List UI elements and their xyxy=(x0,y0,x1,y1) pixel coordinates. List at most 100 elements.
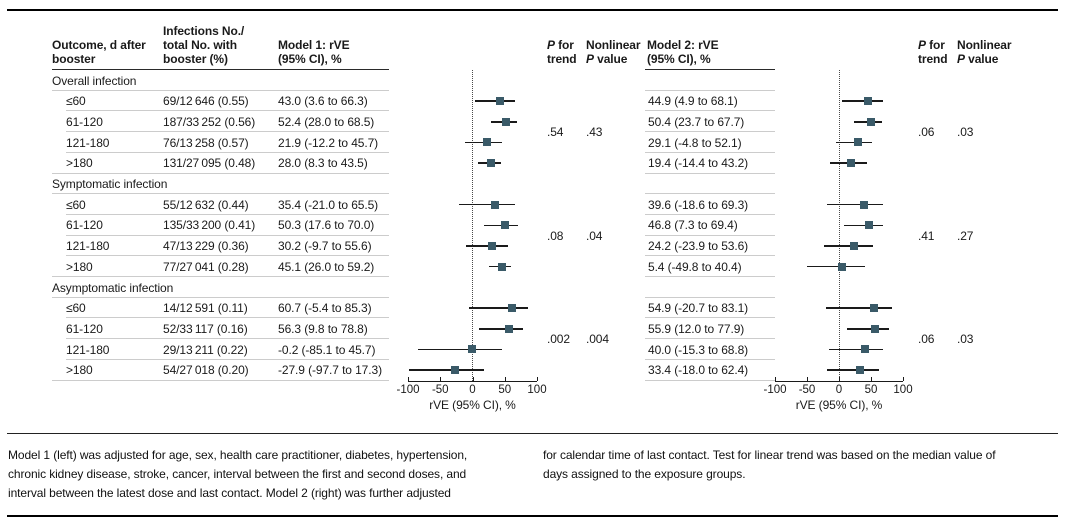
col-header-p-trend-2: P for trend xyxy=(918,38,948,66)
row-infections-value: 47/13 229 (0.36) xyxy=(163,239,249,254)
row-model1-rve-value: 60.7 (-5.4 to 85.3) xyxy=(278,301,372,316)
point-estimate-marker xyxy=(870,324,879,333)
row-separator xyxy=(66,358,389,360)
row-model1-rve-value: 35.4 (-21.0 to 65.5) xyxy=(278,197,379,212)
table2-header-underline xyxy=(645,69,775,70)
row-model2-rve-value: 50.4 (23.7 to 67.7) xyxy=(648,114,745,129)
point-estimate-marker xyxy=(863,97,872,106)
row-separator-model2 xyxy=(645,151,775,153)
row-infections-value: 69/12 646 (0.55) xyxy=(163,94,249,109)
row-infections-value: 29/13 211 (0.22) xyxy=(163,342,248,357)
row-separator-model2 xyxy=(645,255,775,257)
confidence-interval-line xyxy=(478,328,524,330)
nonlinear-p-model2: .27 xyxy=(957,228,974,243)
row-separator xyxy=(52,193,389,195)
row-model1-rve-value: 45.1 (26.0 to 59.2) xyxy=(278,259,375,274)
row-separator xyxy=(52,276,389,277)
x-axis-tick-label: 100 xyxy=(527,383,547,396)
point-estimate-marker xyxy=(850,241,859,250)
row-model2-rve-value: 29.1 (-4.8 to 52.1) xyxy=(648,135,742,150)
row-model1-rve-value: 56.3 (9.8 to 78.8) xyxy=(278,321,368,336)
confidence-interval-line xyxy=(843,224,884,226)
point-estimate-marker xyxy=(870,304,879,313)
row-model1-rve-value: -0.2 (-85.1 to 45.7) xyxy=(278,342,376,357)
x-axis-tick xyxy=(871,376,872,381)
row-model1-rve-value: 30.2 (-9.7 to 55.6) xyxy=(278,239,372,254)
footnote-left: Model 1 (left) was adjusted for age, sex… xyxy=(8,448,468,500)
row-model1-rve-value: 28.0 (8.3 to 43.5) xyxy=(278,156,368,171)
x-axis-title: rVE (95% CI), % xyxy=(795,398,883,412)
row-model2-rve-value: 19.4 (-14.4 to 43.2) xyxy=(648,156,749,171)
nonlinear-p-model1: .04 xyxy=(586,228,603,243)
row-model2-rve-value: 5.4 (-49.8 to 40.4) xyxy=(648,259,742,274)
row-outcome-label: ≤60 xyxy=(66,197,86,212)
row-separator-model2 xyxy=(645,379,775,381)
point-estimate-marker xyxy=(864,221,873,230)
x-axis-tick-label: 50 xyxy=(864,383,878,396)
row-separator xyxy=(66,151,389,153)
confidence-interval-line xyxy=(469,307,528,309)
x-axis-tick xyxy=(504,376,506,381)
confidence-interval-line xyxy=(466,245,509,247)
table1-header-underline xyxy=(52,69,389,70)
row-model2-rve-value: 46.8 (7.3 to 69.4) xyxy=(648,218,738,233)
nonlinear-p-model1: .43 xyxy=(586,125,603,140)
col-header-outcome: Outcome, d after booster xyxy=(52,38,146,66)
point-estimate-marker xyxy=(482,138,491,147)
row-outcome-label: >180 xyxy=(66,363,93,378)
confidence-interval-line xyxy=(474,100,516,102)
row-separator xyxy=(66,213,389,215)
x-axis-title: rVE (95% CI), % xyxy=(429,398,516,412)
row-separator xyxy=(52,379,389,381)
footnote-divider-rule xyxy=(7,433,1058,434)
point-estimate-marker xyxy=(496,97,505,106)
row-separator-model2 xyxy=(645,358,775,360)
row-outcome-label: 61-120 xyxy=(66,114,103,129)
row-separator xyxy=(52,89,389,91)
footnote-right: for calendar time of last contact. Test … xyxy=(543,448,996,481)
col-header-model1: Model 1: rVE (95% CI), % xyxy=(278,38,350,66)
x-axis-line xyxy=(775,380,903,382)
confidence-interval-line xyxy=(829,348,884,351)
row-outcome-label: 121-180 xyxy=(66,239,110,254)
row-separator-model2 xyxy=(645,89,775,91)
nonlinear-p-model2: .03 xyxy=(957,332,974,347)
row-model2-rve-value: 40.0 (-15.3 to 68.8) xyxy=(648,342,749,357)
top-rule xyxy=(7,9,1058,11)
row-separator-model2 xyxy=(645,131,775,133)
point-estimate-marker xyxy=(468,345,477,354)
confidence-interval-line xyxy=(827,369,879,371)
row-model1-rve-value: 43.0 (3.6 to 66.3) xyxy=(278,94,368,109)
row-separator xyxy=(66,110,389,112)
x-axis-tick xyxy=(775,376,776,381)
row-model1-rve-value: -27.9 (-97.7 to 17.3) xyxy=(278,363,382,378)
row-outcome-label: 61-120 xyxy=(66,321,103,336)
row-separator-model2 xyxy=(645,110,775,112)
x-axis-tick-label: 100 xyxy=(893,383,913,396)
x-axis-tick xyxy=(903,376,904,381)
point-estimate-marker xyxy=(507,304,516,313)
bottom-rule xyxy=(7,515,1058,517)
row-infections-value: 187/33 252 (0.56) xyxy=(163,114,256,129)
row-separator xyxy=(66,317,389,319)
row-outcome-label: >180 xyxy=(66,259,93,274)
p-trend-model2: .06 xyxy=(918,332,935,347)
point-estimate-marker xyxy=(450,366,459,375)
row-separator xyxy=(66,131,389,133)
point-estimate-marker xyxy=(504,324,513,333)
row-separator-model2 xyxy=(645,276,775,277)
row-separator-model2 xyxy=(645,213,775,215)
row-infections-value: 55/12 632 (0.44) xyxy=(163,197,249,212)
row-outcome-label: ≤60 xyxy=(66,94,86,109)
x-axis-tick xyxy=(807,376,808,381)
x-axis-tick-label: 0 xyxy=(469,383,476,396)
point-estimate-marker xyxy=(867,117,876,126)
row-separator-model2 xyxy=(645,193,775,195)
row-outcome-label: 121-180 xyxy=(66,135,110,150)
row-model2-rve-value: 24.2 (-23.9 to 53.6) xyxy=(648,239,749,254)
confidence-interval-line xyxy=(483,224,518,226)
x-axis-tick-label: 50 xyxy=(498,383,512,396)
row-separator-model2 xyxy=(645,296,775,298)
p-trend-model2: .06 xyxy=(918,125,935,140)
